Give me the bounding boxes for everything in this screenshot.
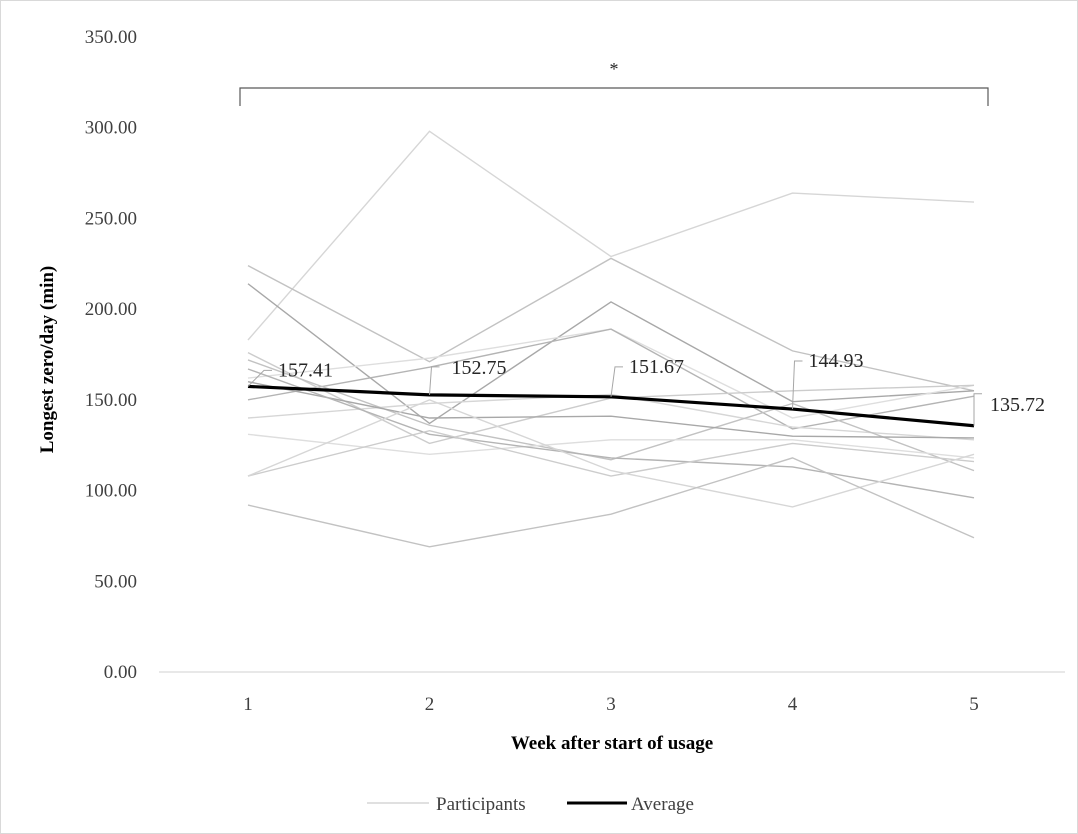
participant-series-line (247, 257, 975, 392)
average-series-line (247, 384, 975, 428)
y-tick-label: 250.00 (85, 208, 137, 229)
x-tick-label: 3 (606, 694, 616, 715)
data-label-leader (610, 366, 623, 397)
x-tick-label: 1 (243, 694, 253, 715)
participant-series-line (247, 130, 975, 341)
x-axis-title: Week after start of usage (511, 733, 713, 754)
y-axis-ticks: 0.00 50.00 100.00 150.00 200.00 250.00 300.00 3… (85, 27, 137, 683)
y-tick-label: 50.00 (94, 571, 137, 592)
data-label: 152.75 (452, 357, 507, 379)
data-label-leader (247, 369, 272, 387)
participant-series-line (247, 368, 975, 499)
data-labels: 157.41 152.75 151.67 144.93 135.72 (247, 350, 1045, 426)
data-label: 157.41 (278, 359, 333, 381)
participant-series-line (247, 433, 975, 459)
y-tick-label: 300.00 (85, 118, 137, 139)
participant-series-line (247, 429, 975, 477)
participant-series-group (247, 130, 975, 548)
x-tick-label: 2 (425, 694, 435, 715)
significance-bracket-line (239, 87, 989, 106)
y-tick-label: 350.00 (85, 27, 137, 48)
participant-series-line (247, 457, 975, 548)
data-label-leader (973, 393, 982, 426)
data-label: 135.72 (990, 394, 1045, 416)
data-label: 151.67 (629, 356, 684, 378)
x-tick-label: 5 (969, 694, 979, 715)
x-axis-ticks: 1 2 3 4 5 (243, 694, 979, 715)
y-tick-label: 0.00 (104, 662, 137, 683)
data-label-leader (429, 366, 440, 395)
participant-series-line (247, 399, 975, 508)
participant-series-line (247, 359, 975, 472)
legend: Participants Average (367, 794, 694, 815)
participant-series-line (247, 328, 975, 419)
data-label: 144.93 (809, 350, 864, 372)
legend-label-average: Average (631, 794, 694, 815)
y-axis-title: Longest zero/day (min) (37, 266, 58, 454)
data-label-leader (792, 360, 803, 410)
y-tick-label: 200.00 (85, 299, 137, 320)
average-series-group (247, 384, 975, 428)
legend-label-participants: Participants (436, 794, 526, 815)
participant-series-line (247, 283, 975, 425)
x-tick-label: 4 (788, 694, 798, 715)
participant-series-line (247, 328, 975, 430)
y-tick-label: 100.00 (85, 481, 137, 502)
participant-series-line (247, 381, 975, 439)
significance-bracket: * (239, 59, 989, 106)
y-tick-label: 150.00 (85, 390, 137, 411)
significance-marker: * (610, 59, 619, 79)
